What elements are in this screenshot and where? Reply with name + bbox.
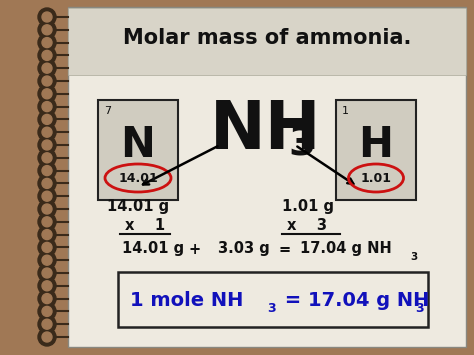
Circle shape [38,8,56,26]
Circle shape [38,85,56,103]
Circle shape [42,127,52,137]
Circle shape [42,153,52,163]
Circle shape [42,332,52,342]
Circle shape [38,59,56,77]
Text: = 17.04 g NH: = 17.04 g NH [278,290,429,310]
Circle shape [42,255,52,265]
Text: 3: 3 [288,126,315,164]
Circle shape [42,319,52,329]
Circle shape [38,200,56,218]
Circle shape [38,225,56,244]
Text: =: = [279,241,291,257]
Text: NH: NH [210,97,321,163]
Circle shape [38,290,56,307]
FancyBboxPatch shape [68,8,466,75]
Circle shape [38,98,56,116]
Text: 3: 3 [267,302,275,316]
Circle shape [42,38,52,48]
Circle shape [42,306,52,316]
Text: H: H [358,124,393,166]
Circle shape [42,179,52,189]
Circle shape [42,50,52,60]
FancyBboxPatch shape [68,7,466,347]
Text: N: N [120,124,155,166]
Circle shape [38,239,56,256]
Circle shape [42,242,52,252]
Text: 14.01 g: 14.01 g [122,241,184,257]
Circle shape [38,72,56,90]
Circle shape [42,294,52,304]
Circle shape [42,217,52,227]
Text: 17.04 g NH: 17.04 g NH [300,241,392,257]
Circle shape [42,89,52,99]
Circle shape [42,63,52,73]
Text: 3: 3 [410,252,417,262]
FancyBboxPatch shape [336,100,416,200]
Circle shape [38,149,56,167]
Text: Molar mass of ammonia.: Molar mass of ammonia. [123,28,411,48]
Circle shape [38,174,56,192]
Circle shape [38,110,56,129]
Circle shape [42,191,52,201]
Text: 1: 1 [342,106,349,116]
Circle shape [38,123,56,141]
Text: 3.03 g: 3.03 g [218,241,270,257]
Circle shape [42,204,52,214]
Circle shape [42,268,52,278]
Circle shape [38,315,56,333]
Circle shape [42,140,52,150]
Circle shape [42,76,52,86]
Circle shape [42,102,52,111]
Text: +: + [189,241,201,257]
Circle shape [42,165,52,176]
Text: 1.01: 1.01 [361,171,392,185]
Circle shape [38,34,56,51]
Circle shape [38,21,56,39]
Circle shape [42,230,52,240]
FancyBboxPatch shape [98,100,178,200]
Text: 3: 3 [415,302,424,316]
Circle shape [38,162,56,180]
FancyBboxPatch shape [118,272,428,327]
Circle shape [38,213,56,231]
Text: 1.01 g: 1.01 g [282,200,334,214]
Circle shape [38,277,56,295]
Text: x    1: x 1 [125,218,165,233]
Text: 7: 7 [104,106,111,116]
Circle shape [38,187,56,205]
Circle shape [38,302,56,321]
Circle shape [38,328,56,346]
Circle shape [38,251,56,269]
Circle shape [38,264,56,282]
Circle shape [42,114,52,124]
Circle shape [42,281,52,291]
Circle shape [38,47,56,64]
Circle shape [38,136,56,154]
Circle shape [42,12,52,22]
Circle shape [42,25,52,35]
Text: 14.01 g: 14.01 g [107,200,169,214]
Text: x    3: x 3 [287,218,327,233]
Text: 14.01: 14.01 [118,171,158,185]
Text: 1 mole NH: 1 mole NH [130,290,243,310]
